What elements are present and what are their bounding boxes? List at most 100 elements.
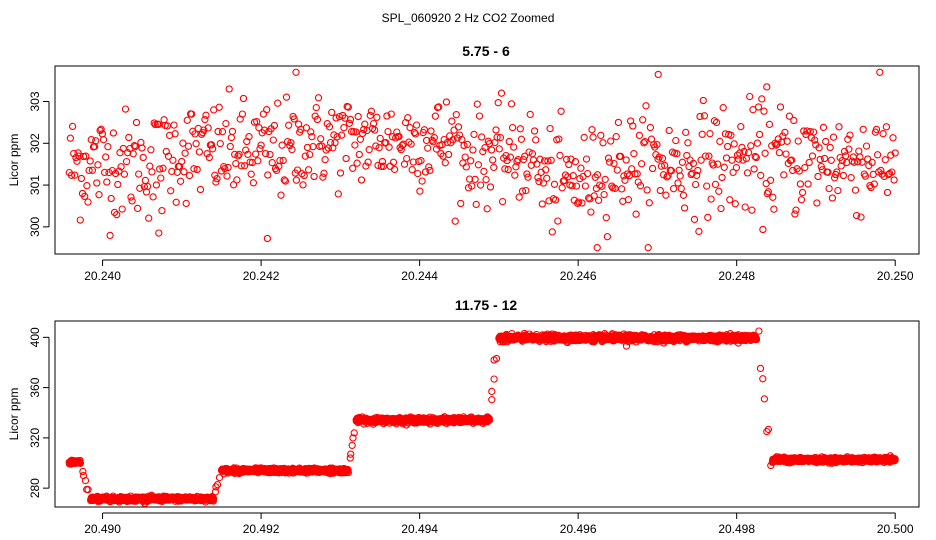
panel-top-data-point bbox=[238, 110, 247, 118]
panel-top-data-point bbox=[661, 161, 669, 170]
panel-top-data-point bbox=[598, 182, 606, 190]
panel-top-data-point bbox=[529, 156, 538, 164]
panel-top-data-point bbox=[135, 170, 143, 178]
panel-top-data-point bbox=[876, 68, 884, 76]
panel-top-data-point bbox=[729, 168, 737, 177]
panel-top-data-point bbox=[699, 96, 707, 105]
panel-top-data-point bbox=[534, 173, 542, 182]
panel-top-data-point bbox=[654, 70, 662, 79]
panel-top-data-point bbox=[706, 130, 714, 138]
panel-top-data-point bbox=[293, 166, 302, 174]
panel-top-data-point bbox=[231, 150, 239, 159]
panel-top-data-point bbox=[535, 177, 543, 186]
panel-top-data-point bbox=[790, 116, 798, 125]
panel-top-data-point bbox=[280, 176, 288, 184]
panel-top-data-point bbox=[877, 166, 885, 175]
panel-top-data-point bbox=[603, 233, 612, 241]
panel-top-data-point bbox=[340, 124, 348, 132]
panel-top-data-point bbox=[94, 161, 102, 169]
panel-top-data-point bbox=[451, 217, 459, 225]
panel-top-data-point bbox=[614, 118, 623, 127]
panel-top-data-point bbox=[568, 182, 576, 190]
panel-top-data-point bbox=[281, 177, 290, 185]
panel-top-data-point bbox=[796, 180, 805, 188]
panel-top-data-point bbox=[775, 149, 784, 157]
panel-top-data-point bbox=[604, 154, 613, 162]
panel-top-data-point bbox=[351, 141, 359, 149]
panel-top-data-point bbox=[317, 135, 325, 143]
panel-top-data-point bbox=[624, 196, 633, 204]
panel-top-x-tick-label: 20.248 bbox=[718, 269, 755, 283]
panel-top-data-point bbox=[687, 170, 695, 179]
panel-top-data-point bbox=[542, 166, 550, 174]
panel-top-data-point bbox=[290, 115, 298, 123]
panel-top-data-point bbox=[538, 200, 546, 208]
panel-top-data-point bbox=[517, 135, 526, 143]
panel-top-data-point bbox=[67, 171, 76, 179]
panel-top-data-point bbox=[880, 172, 888, 181]
panel-top-data-point bbox=[834, 186, 842, 195]
panel-top-data-point bbox=[613, 166, 621, 174]
panel-top-data-point bbox=[157, 174, 165, 182]
panel-top-data-point bbox=[712, 118, 721, 127]
panel-bottom-y-label: Licor ppm bbox=[7, 388, 21, 441]
panel-top-data-point bbox=[344, 103, 352, 111]
panel-top-data-point bbox=[150, 119, 158, 127]
panel-top: 5.75 - 6 Licor ppm 20.240 20.242 20.244 20.… bbox=[7, 43, 920, 283]
panel-top-y-tick-label: 302 bbox=[28, 133, 42, 153]
panel-bottom-data-point bbox=[348, 441, 356, 450]
panel-top-data-point bbox=[600, 190, 608, 199]
panel-top-data-point bbox=[662, 191, 670, 199]
panel-top-data-point bbox=[815, 144, 823, 152]
panel-top-data-point bbox=[532, 136, 540, 144]
panel-top-data-point bbox=[555, 135, 563, 143]
panel-top-data-point bbox=[667, 167, 676, 175]
panel-bottom-data-point bbox=[764, 425, 773, 434]
panel-top-data-point bbox=[504, 165, 512, 174]
panel-top-data-point bbox=[521, 152, 529, 160]
panel-bottom-data-point bbox=[209, 497, 217, 505]
panel-top-data-point bbox=[536, 155, 544, 163]
panel-top-data-point bbox=[376, 134, 384, 143]
panel-top-data-point bbox=[221, 164, 229, 173]
panel-top-data-point bbox=[155, 229, 163, 237]
panel-top-data-point bbox=[424, 144, 432, 152]
panel-top-data-point bbox=[346, 115, 355, 124]
panel-top-data-point bbox=[197, 130, 206, 138]
panel-top-title: 5.75 - 6 bbox=[462, 43, 510, 59]
panel-top-data-point bbox=[785, 112, 794, 120]
panel-top-data-point bbox=[645, 199, 653, 207]
panel-top-data-point bbox=[739, 156, 747, 164]
panel-bottom-y-tick-label: 400 bbox=[28, 327, 42, 347]
panel-top-data-point bbox=[630, 150, 638, 158]
panel-top-data-point bbox=[497, 89, 506, 97]
panel-top-data-point bbox=[425, 163, 433, 171]
panel-top-data-point bbox=[333, 133, 341, 141]
panel-top-data-point bbox=[655, 153, 663, 161]
panel-top-data-point bbox=[761, 149, 769, 157]
panel-top-data-point bbox=[694, 166, 702, 175]
panel-top-data-point bbox=[599, 139, 607, 147]
panel-top-data-point bbox=[575, 198, 583, 206]
panel-top-data-point bbox=[313, 115, 322, 124]
panel-bottom-x-tick-label: 20.492 bbox=[243, 522, 280, 536]
panel-top-data-point bbox=[303, 143, 312, 152]
panel-top-data-point bbox=[569, 172, 577, 180]
panel-top-data-point bbox=[102, 153, 110, 161]
panel-top-data-point bbox=[408, 166, 416, 174]
panel-top-data-point bbox=[114, 180, 122, 189]
panel-bottom-data-point bbox=[622, 342, 631, 350]
panel-bottom-data-point bbox=[755, 327, 763, 335]
panel-top-data-point bbox=[845, 145, 853, 153]
panel-top-data-point bbox=[561, 171, 570, 179]
panel-top-data-point bbox=[184, 142, 193, 150]
panel-top-data-point bbox=[805, 158, 813, 167]
panel-top-data-point bbox=[824, 168, 832, 176]
panel-top-data-point bbox=[149, 193, 157, 201]
panel-top-data-point bbox=[245, 133, 253, 141]
panel-top-data-point bbox=[840, 147, 849, 156]
panel-bottom-data-point bbox=[891, 455, 899, 464]
panel-top-data-point bbox=[733, 151, 742, 159]
panel-top-data-point bbox=[870, 180, 878, 188]
panel-top-data-point bbox=[743, 169, 752, 177]
